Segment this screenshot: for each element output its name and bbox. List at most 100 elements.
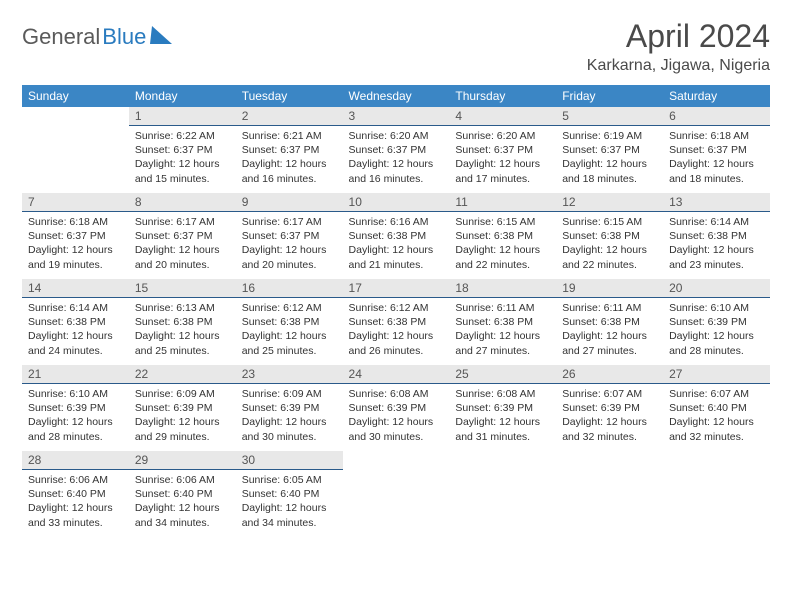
day-data: Sunrise: 6:15 AMSunset: 6:38 PMDaylight:…: [556, 212, 663, 276]
day-data: Sunrise: 6:13 AMSunset: 6:38 PMDaylight:…: [129, 298, 236, 362]
calendar-row: 28Sunrise: 6:06 AMSunset: 6:40 PMDayligh…: [22, 451, 770, 537]
day-number: 27: [663, 365, 770, 384]
calendar-cell: 29Sunrise: 6:06 AMSunset: 6:40 PMDayligh…: [129, 451, 236, 537]
weekday-header: Thursday: [449, 85, 556, 107]
calendar-cell: [663, 451, 770, 537]
day-number: 18: [449, 279, 556, 298]
calendar-cell: 21Sunrise: 6:10 AMSunset: 6:39 PMDayligh…: [22, 365, 129, 451]
day-number: 29: [129, 451, 236, 470]
weekday-header: Friday: [556, 85, 663, 107]
day-data: Sunrise: 6:10 AMSunset: 6:39 PMDaylight:…: [663, 298, 770, 362]
day-data: Sunrise: 6:21 AMSunset: 6:37 PMDaylight:…: [236, 126, 343, 190]
weekday-header: Tuesday: [236, 85, 343, 107]
day-data: Sunrise: 6:19 AMSunset: 6:37 PMDaylight:…: [556, 126, 663, 190]
calendar-cell: [343, 451, 450, 537]
calendar-table: SundayMondayTuesdayWednesdayThursdayFrid…: [22, 85, 770, 537]
day-data: Sunrise: 6:22 AMSunset: 6:37 PMDaylight:…: [129, 126, 236, 190]
day-number: 16: [236, 279, 343, 298]
calendar-cell: 13Sunrise: 6:14 AMSunset: 6:38 PMDayligh…: [663, 193, 770, 279]
calendar-cell: 25Sunrise: 6:08 AMSunset: 6:39 PMDayligh…: [449, 365, 556, 451]
calendar-cell: 23Sunrise: 6:09 AMSunset: 6:39 PMDayligh…: [236, 365, 343, 451]
title-block: April 2024 Karkarna, Jigawa, Nigeria: [587, 18, 770, 75]
header: GeneralBlue April 2024 Karkarna, Jigawa,…: [22, 18, 770, 75]
day-number: 12: [556, 193, 663, 212]
day-data: Sunrise: 6:17 AMSunset: 6:37 PMDaylight:…: [236, 212, 343, 276]
day-number: 5: [556, 107, 663, 126]
day-data: Sunrise: 6:07 AMSunset: 6:39 PMDaylight:…: [556, 384, 663, 448]
calendar-cell: 19Sunrise: 6:11 AMSunset: 6:38 PMDayligh…: [556, 279, 663, 365]
calendar-cell: 14Sunrise: 6:14 AMSunset: 6:38 PMDayligh…: [22, 279, 129, 365]
day-number: 20: [663, 279, 770, 298]
calendar-cell: 28Sunrise: 6:06 AMSunset: 6:40 PMDayligh…: [22, 451, 129, 537]
day-number: 13: [663, 193, 770, 212]
calendar-cell: 3Sunrise: 6:20 AMSunset: 6:37 PMDaylight…: [343, 107, 450, 193]
calendar-cell: 30Sunrise: 6:05 AMSunset: 6:40 PMDayligh…: [236, 451, 343, 537]
day-number: 28: [22, 451, 129, 470]
calendar-row: 14Sunrise: 6:14 AMSunset: 6:38 PMDayligh…: [22, 279, 770, 365]
calendar-cell: 1Sunrise: 6:22 AMSunset: 6:37 PMDaylight…: [129, 107, 236, 193]
calendar-cell: 5Sunrise: 6:19 AMSunset: 6:37 PMDaylight…: [556, 107, 663, 193]
page-title: April 2024: [587, 18, 770, 55]
day-data: Sunrise: 6:20 AMSunset: 6:37 PMDaylight:…: [343, 126, 450, 190]
calendar-header-row: SundayMondayTuesdayWednesdayThursdayFrid…: [22, 85, 770, 107]
day-number: 15: [129, 279, 236, 298]
day-number: 8: [129, 193, 236, 212]
day-data: Sunrise: 6:05 AMSunset: 6:40 PMDaylight:…: [236, 470, 343, 534]
day-number: 4: [449, 107, 556, 126]
day-number: 6: [663, 107, 770, 126]
calendar-cell: 8Sunrise: 6:17 AMSunset: 6:37 PMDaylight…: [129, 193, 236, 279]
day-data: Sunrise: 6:16 AMSunset: 6:38 PMDaylight:…: [343, 212, 450, 276]
calendar-cell: 9Sunrise: 6:17 AMSunset: 6:37 PMDaylight…: [236, 193, 343, 279]
day-number: 14: [22, 279, 129, 298]
day-data: Sunrise: 6:08 AMSunset: 6:39 PMDaylight:…: [343, 384, 450, 448]
day-data: Sunrise: 6:10 AMSunset: 6:39 PMDaylight:…: [22, 384, 129, 448]
weekday-header: Saturday: [663, 85, 770, 107]
day-data: Sunrise: 6:07 AMSunset: 6:40 PMDaylight:…: [663, 384, 770, 448]
calendar-cell: 10Sunrise: 6:16 AMSunset: 6:38 PMDayligh…: [343, 193, 450, 279]
calendar-cell: 22Sunrise: 6:09 AMSunset: 6:39 PMDayligh…: [129, 365, 236, 451]
day-data: Sunrise: 6:06 AMSunset: 6:40 PMDaylight:…: [129, 470, 236, 534]
day-number: 26: [556, 365, 663, 384]
day-data: Sunrise: 6:20 AMSunset: 6:37 PMDaylight:…: [449, 126, 556, 190]
day-data: Sunrise: 6:14 AMSunset: 6:38 PMDaylight:…: [22, 298, 129, 362]
calendar-cell: 2Sunrise: 6:21 AMSunset: 6:37 PMDaylight…: [236, 107, 343, 193]
day-data: Sunrise: 6:08 AMSunset: 6:39 PMDaylight:…: [449, 384, 556, 448]
calendar-cell: 27Sunrise: 6:07 AMSunset: 6:40 PMDayligh…: [663, 365, 770, 451]
day-data: Sunrise: 6:06 AMSunset: 6:40 PMDaylight:…: [22, 470, 129, 534]
calendar-row: 21Sunrise: 6:10 AMSunset: 6:39 PMDayligh…: [22, 365, 770, 451]
logo: GeneralBlue: [22, 24, 172, 50]
day-number: 1: [129, 107, 236, 126]
calendar-cell: 26Sunrise: 6:07 AMSunset: 6:39 PMDayligh…: [556, 365, 663, 451]
day-data: Sunrise: 6:15 AMSunset: 6:38 PMDaylight:…: [449, 212, 556, 276]
day-number: 22: [129, 365, 236, 384]
day-number: 25: [449, 365, 556, 384]
weekday-header: Sunday: [22, 85, 129, 107]
day-data: Sunrise: 6:17 AMSunset: 6:37 PMDaylight:…: [129, 212, 236, 276]
calendar-cell: 24Sunrise: 6:08 AMSunset: 6:39 PMDayligh…: [343, 365, 450, 451]
calendar-cell: 20Sunrise: 6:10 AMSunset: 6:39 PMDayligh…: [663, 279, 770, 365]
day-number: 21: [22, 365, 129, 384]
calendar-cell: 15Sunrise: 6:13 AMSunset: 6:38 PMDayligh…: [129, 279, 236, 365]
day-number: 10: [343, 193, 450, 212]
calendar-cell: [22, 107, 129, 193]
logo-blue: Blue: [102, 24, 146, 50]
calendar-cell: 18Sunrise: 6:11 AMSunset: 6:38 PMDayligh…: [449, 279, 556, 365]
calendar-cell: 4Sunrise: 6:20 AMSunset: 6:37 PMDaylight…: [449, 107, 556, 193]
calendar-row: 1Sunrise: 6:22 AMSunset: 6:37 PMDaylight…: [22, 107, 770, 193]
day-number: 3: [343, 107, 450, 126]
day-data: Sunrise: 6:09 AMSunset: 6:39 PMDaylight:…: [129, 384, 236, 448]
day-number: 30: [236, 451, 343, 470]
calendar-cell: 17Sunrise: 6:12 AMSunset: 6:38 PMDayligh…: [343, 279, 450, 365]
day-data: Sunrise: 6:09 AMSunset: 6:39 PMDaylight:…: [236, 384, 343, 448]
day-number: 7: [22, 193, 129, 212]
day-number: 24: [343, 365, 450, 384]
day-number: 19: [556, 279, 663, 298]
day-data: Sunrise: 6:18 AMSunset: 6:37 PMDaylight:…: [663, 126, 770, 190]
day-data: Sunrise: 6:11 AMSunset: 6:38 PMDaylight:…: [556, 298, 663, 362]
calendar-cell: 11Sunrise: 6:15 AMSunset: 6:38 PMDayligh…: [449, 193, 556, 279]
weekday-header: Monday: [129, 85, 236, 107]
day-data: Sunrise: 6:11 AMSunset: 6:38 PMDaylight:…: [449, 298, 556, 362]
day-number: 2: [236, 107, 343, 126]
triangle-icon: [150, 26, 172, 49]
calendar-cell: [449, 451, 556, 537]
